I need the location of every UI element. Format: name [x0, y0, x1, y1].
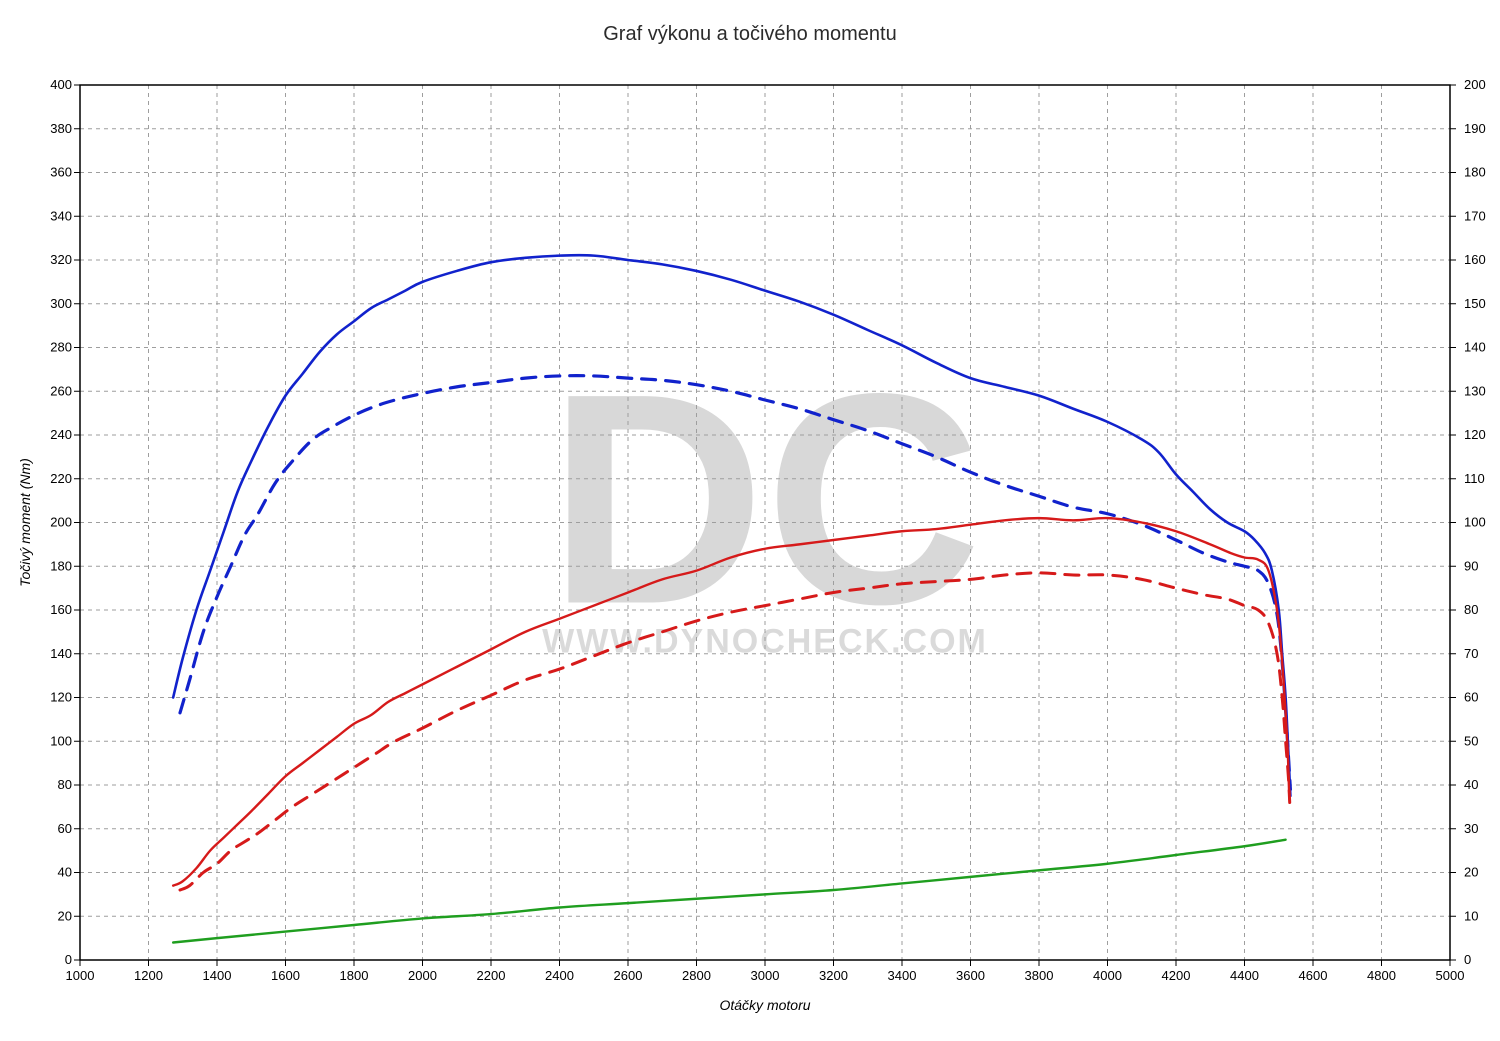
svg-text:20: 20 [1464, 865, 1478, 880]
svg-text:1200: 1200 [134, 968, 163, 983]
x-axis-label: Otáčky motoru [719, 997, 810, 1013]
svg-text:5000: 5000 [1436, 968, 1465, 983]
svg-text:4200: 4200 [1162, 968, 1191, 983]
svg-text:160: 160 [50, 602, 72, 617]
svg-text:4000: 4000 [1093, 968, 1122, 983]
svg-text:280: 280 [50, 340, 72, 355]
svg-text:300: 300 [50, 296, 72, 311]
svg-text:380: 380 [50, 121, 72, 136]
svg-text:240: 240 [50, 427, 72, 442]
svg-text:70: 70 [1464, 646, 1478, 661]
svg-text:90: 90 [1464, 558, 1478, 573]
svg-text:140: 140 [50, 646, 72, 661]
svg-text:40: 40 [58, 865, 72, 880]
svg-text:360: 360 [50, 165, 72, 180]
svg-text:340: 340 [50, 208, 72, 223]
svg-text:50: 50 [1464, 733, 1478, 748]
svg-text:20: 20 [58, 908, 72, 923]
svg-text:4400: 4400 [1230, 968, 1259, 983]
svg-text:200: 200 [50, 515, 72, 530]
svg-text:180: 180 [1464, 165, 1486, 180]
svg-text:3800: 3800 [1025, 968, 1054, 983]
svg-text:2400: 2400 [545, 968, 574, 983]
svg-text:30: 30 [1464, 821, 1478, 836]
svg-text:200: 200 [1464, 77, 1486, 92]
svg-text:2800: 2800 [682, 968, 711, 983]
svg-text:2200: 2200 [477, 968, 506, 983]
svg-text:140: 140 [1464, 340, 1486, 355]
svg-text:260: 260 [50, 383, 72, 398]
svg-text:400: 400 [50, 77, 72, 92]
svg-text:3000: 3000 [751, 968, 780, 983]
svg-text:170: 170 [1464, 208, 1486, 223]
svg-text:110: 110 [1464, 471, 1485, 486]
svg-text:1800: 1800 [340, 968, 369, 983]
svg-text:120: 120 [1464, 427, 1486, 442]
svg-text:1400: 1400 [203, 968, 232, 983]
svg-text:130: 130 [1464, 383, 1486, 398]
svg-text:160: 160 [1464, 252, 1486, 267]
svg-text:0: 0 [1464, 952, 1471, 967]
svg-text:3400: 3400 [888, 968, 917, 983]
svg-text:60: 60 [1464, 690, 1478, 705]
dyno-chart: DCWWW.DYNOCHECK.COM100012001400160018002… [0, 0, 1500, 1041]
svg-text:120: 120 [50, 690, 72, 705]
y-left-label: Točivý moment (Nm) [17, 458, 33, 587]
svg-text:10: 10 [1464, 908, 1478, 923]
svg-text:80: 80 [1464, 602, 1478, 617]
chart-title: Graf výkonu a točivého momentu [603, 23, 896, 45]
svg-text:2000: 2000 [408, 968, 437, 983]
svg-text:190: 190 [1464, 121, 1486, 136]
svg-text:1000: 1000 [66, 968, 95, 983]
svg-text:4600: 4600 [1299, 968, 1328, 983]
svg-text:3200: 3200 [819, 968, 848, 983]
svg-text:150: 150 [1464, 296, 1486, 311]
svg-text:2600: 2600 [614, 968, 643, 983]
svg-text:3600: 3600 [956, 968, 985, 983]
svg-text:40: 40 [1464, 777, 1478, 792]
svg-text:80: 80 [58, 777, 72, 792]
svg-text:60: 60 [58, 821, 72, 836]
svg-text:180: 180 [50, 558, 72, 573]
svg-text:1600: 1600 [271, 968, 300, 983]
svg-text:100: 100 [50, 733, 72, 748]
svg-text:320: 320 [50, 252, 72, 267]
svg-text:0: 0 [65, 952, 72, 967]
svg-text:100: 100 [1464, 515, 1486, 530]
svg-text:4800: 4800 [1367, 968, 1396, 983]
svg-text:220: 220 [50, 471, 72, 486]
